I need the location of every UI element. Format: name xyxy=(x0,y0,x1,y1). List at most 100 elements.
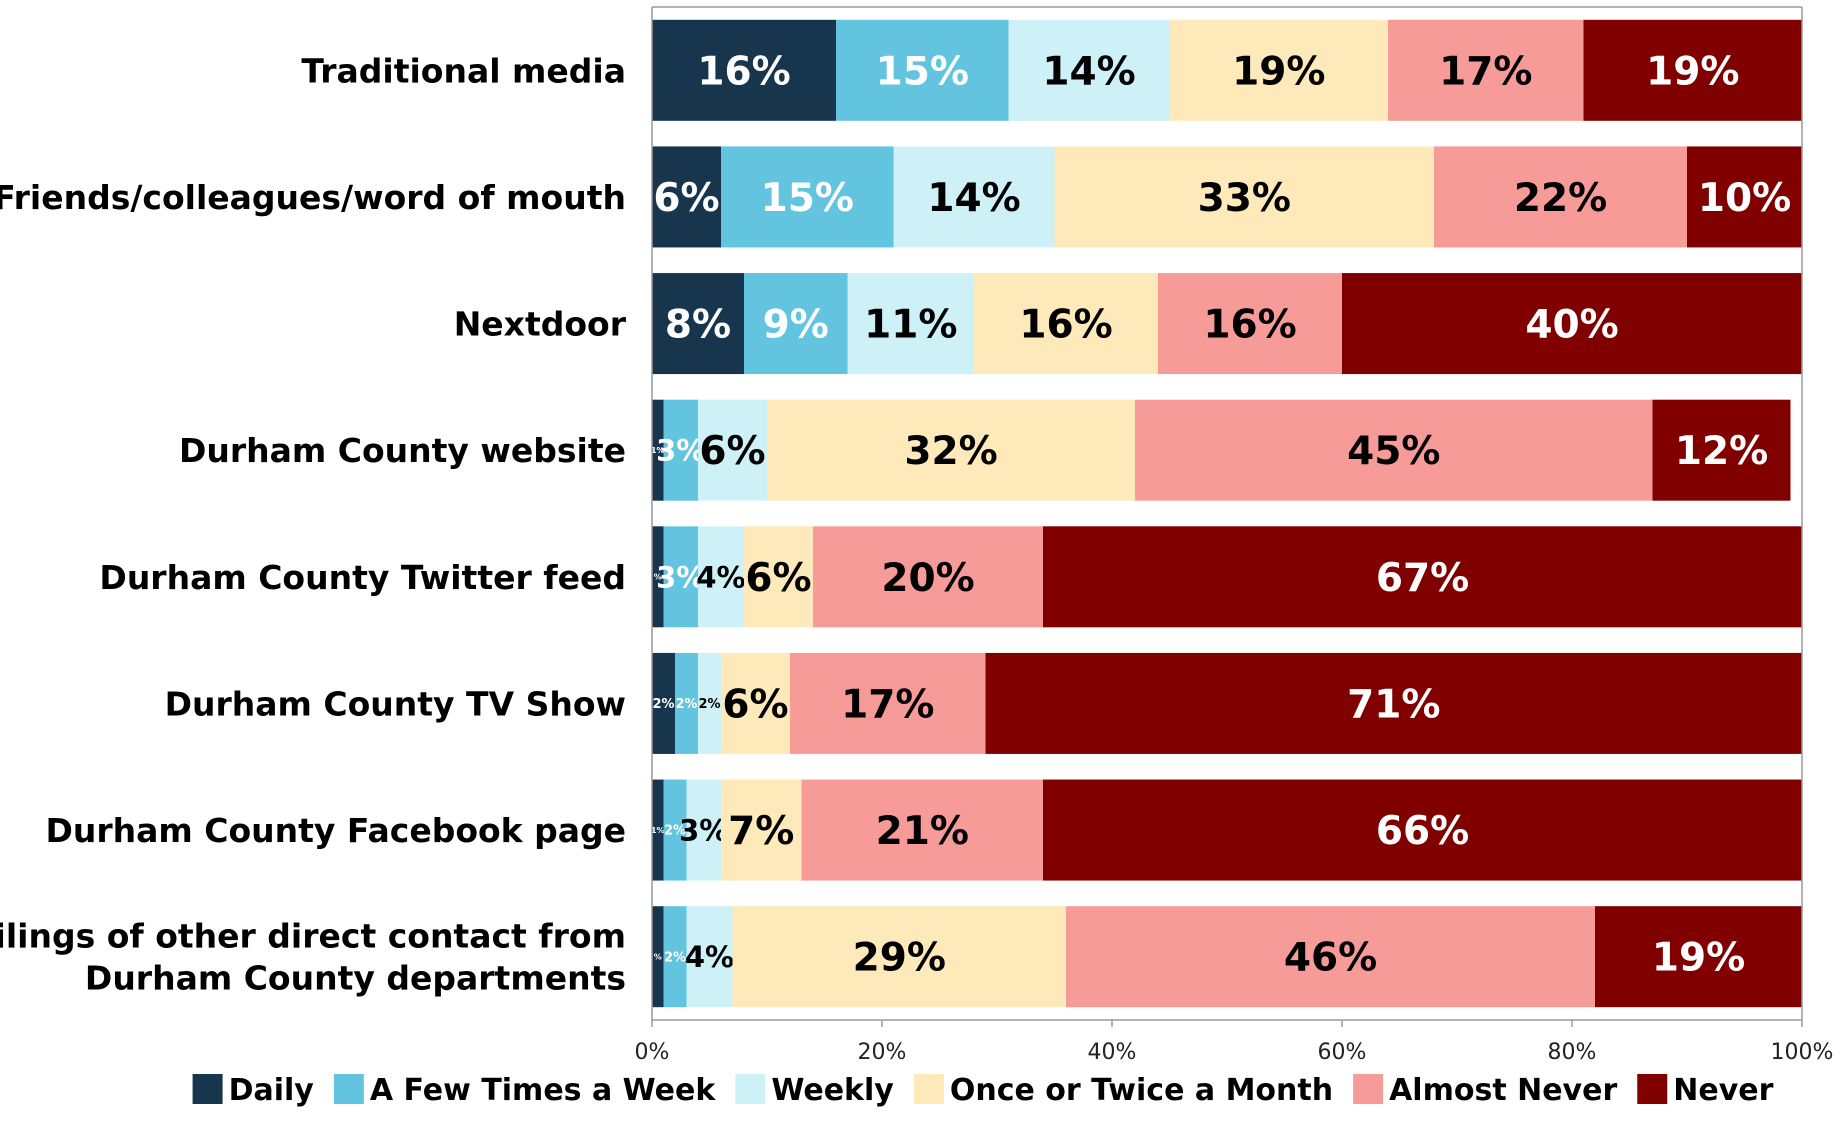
data-label: 19% xyxy=(1646,49,1739,94)
bar-segment xyxy=(652,779,664,881)
legend-swatch xyxy=(735,1074,766,1104)
bar-segment xyxy=(652,652,675,754)
data-label: 2% xyxy=(675,697,697,712)
bar-segment xyxy=(790,652,986,754)
bar-segment xyxy=(985,652,1802,754)
data-label: 20% xyxy=(881,556,974,601)
legend: Daily A Few Times a Week Weekly Once or Twi… xyxy=(192,1073,1774,1108)
data-label: 14% xyxy=(1042,49,1135,94)
bar-segment xyxy=(732,906,1066,1008)
bar-segment xyxy=(801,779,1043,881)
data-label: 14% xyxy=(927,176,1020,221)
data-label: 15% xyxy=(761,176,854,221)
category-label: Durham County Twitter feed xyxy=(99,558,626,597)
data-label: 4% xyxy=(685,940,734,974)
legend-label: Once or Twice a Month xyxy=(950,1073,1333,1108)
data-label: 29% xyxy=(853,936,946,981)
data-label: 15% xyxy=(876,49,969,94)
legend-swatch xyxy=(192,1074,223,1104)
legend-item: Once or Twice a Month xyxy=(913,1073,1333,1108)
data-label: 1% xyxy=(651,446,665,455)
category-label: Durham County departments xyxy=(85,959,626,998)
data-label: 6% xyxy=(745,556,811,601)
data-label: 3% xyxy=(656,560,705,594)
category-label: Durham County TV Show xyxy=(165,684,626,723)
category-label: Mailings of other direct contact from xyxy=(0,917,626,956)
bars: 16% 15% 14% 19% 17% 19% 6% 15% 14% 33% 22% 10% 8% 9% 1… xyxy=(651,19,1802,1008)
bar-segment xyxy=(652,906,664,1008)
data-label: 66% xyxy=(1376,809,1469,854)
data-label: 2% xyxy=(652,697,674,712)
legend-label: Never xyxy=(1673,1073,1773,1108)
data-label: 71% xyxy=(1347,682,1440,727)
bar-segment xyxy=(1158,273,1342,375)
bar-segment xyxy=(1434,146,1687,248)
bar-segment xyxy=(1583,19,1802,121)
legend-label: Daily xyxy=(229,1073,315,1108)
bar-segment xyxy=(698,526,744,628)
x-tick-label: 100% xyxy=(1771,1040,1834,1065)
data-label: 17% xyxy=(841,682,934,727)
bar-segment xyxy=(698,652,721,754)
legend-swatch xyxy=(1353,1074,1384,1104)
bar-segment xyxy=(1043,779,1802,881)
bar-segment xyxy=(1169,19,1388,121)
bar-segment xyxy=(1595,906,1802,1008)
data-label: 1% xyxy=(651,826,665,835)
data-label: 6% xyxy=(653,176,719,221)
bar-segment xyxy=(663,526,698,628)
bar-segment xyxy=(744,273,848,375)
bar-segment xyxy=(698,399,767,501)
legend-item: Weekly xyxy=(735,1073,894,1108)
bar-segment xyxy=(836,19,1009,121)
data-label: 33% xyxy=(1198,176,1291,221)
legend-item: Almost Never xyxy=(1353,1073,1617,1108)
category-label: Friends/colleagues/word of mouth xyxy=(0,178,626,217)
data-label: 19% xyxy=(1232,49,1325,94)
category-labels: Traditional media Friends/colleagues/word… xyxy=(0,51,627,997)
data-label: 16% xyxy=(697,49,790,94)
bar-segment xyxy=(1008,19,1170,121)
bar-segment xyxy=(721,779,802,881)
legend-label: A Few Times a Week xyxy=(370,1073,717,1108)
category-label: Nextdoor xyxy=(454,305,627,344)
data-label: 46% xyxy=(1284,936,1377,981)
data-label: 12% xyxy=(1675,429,1768,474)
data-label: 6% xyxy=(722,682,788,727)
data-label: 3% xyxy=(656,434,705,468)
legend-item: Never xyxy=(1637,1073,1774,1108)
data-label: 2% xyxy=(698,697,720,712)
bar-segment xyxy=(767,399,1135,501)
bar-segment xyxy=(1388,19,1584,121)
bar-segment xyxy=(686,906,733,1008)
data-label: 10% xyxy=(1698,176,1791,221)
data-label: 16% xyxy=(1019,303,1112,348)
bar-segment xyxy=(721,652,790,754)
legend-label: Almost Never xyxy=(1389,1073,1617,1108)
category-label: Durham County website xyxy=(179,431,626,470)
bar-segment xyxy=(721,146,894,248)
x-tick-label: 20% xyxy=(858,1040,907,1065)
bar-segment xyxy=(663,906,687,1008)
x-tick-label: 80% xyxy=(1548,1040,1597,1065)
legend-item: A Few Times a Week xyxy=(333,1073,717,1108)
bar-segment xyxy=(686,779,721,881)
data-label: 45% xyxy=(1347,429,1440,474)
data-label: 7% xyxy=(728,809,794,854)
bar-segment xyxy=(1043,526,1802,628)
data-label: 40% xyxy=(1525,303,1618,348)
x-axis-ticks: 0% 20% 40% 60% 80% 100% xyxy=(635,1020,1834,1065)
bar-segment xyxy=(652,273,744,375)
bar-segment xyxy=(1054,146,1434,248)
data-label: % xyxy=(654,953,662,962)
data-label: 19% xyxy=(1652,936,1745,981)
bar-segment xyxy=(974,273,1158,375)
legend-swatch xyxy=(913,1074,944,1104)
data-label: 6% xyxy=(699,429,765,474)
data-label: 9% xyxy=(763,303,829,348)
bar-segment xyxy=(652,399,664,501)
bar-segment xyxy=(1066,906,1595,1008)
bar-segment xyxy=(675,652,698,754)
